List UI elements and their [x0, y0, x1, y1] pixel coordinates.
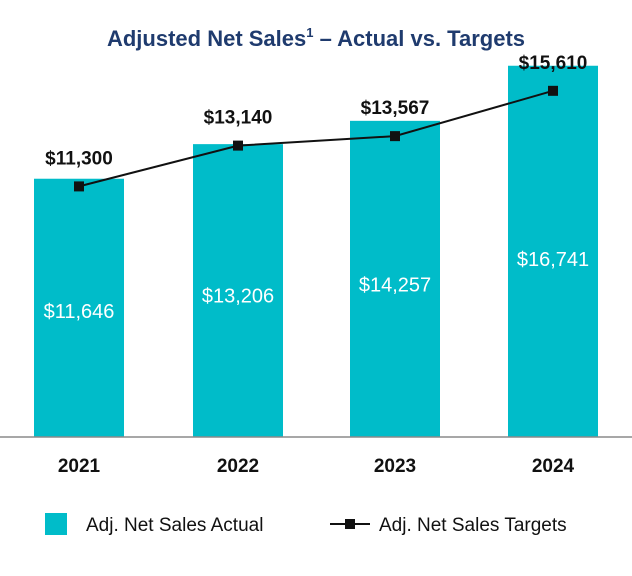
- x-tick-2021: 2021: [58, 456, 101, 477]
- legend-swatch-actual: [45, 513, 67, 535]
- legend-label-actual: Adj. Net Sales Actual: [86, 515, 263, 536]
- bar-label-2024: $16,741: [517, 249, 589, 271]
- target-marker-2021: [74, 181, 84, 192]
- chart-title-main: Adjusted Net Sales: [107, 26, 306, 51]
- target-label-2022: $13,140: [204, 108, 273, 129]
- x-tick-2022: 2022: [217, 456, 259, 477]
- bar-2024: [508, 65, 598, 437]
- legend: Adj. Net Sales Actual Adj. Net Sales Tar…: [45, 513, 567, 536]
- bar-labels-group: $11,646 $13,206 $14,257 $16,741: [44, 249, 590, 323]
- bar-label-2021: $11,646: [44, 301, 115, 323]
- target-label-2021: $11,300: [45, 148, 113, 169]
- legend-marker-target: [345, 519, 355, 529]
- target-marker-2023: [390, 131, 400, 142]
- target-labels-group: $11,300 $13,140 $13,567 $15,610: [45, 53, 587, 170]
- x-ticks-group: 2021 2022 2023 2024: [58, 456, 575, 477]
- x-tick-2024: 2024: [532, 456, 575, 477]
- target-line-group: [74, 85, 558, 192]
- target-marker-2024: [548, 85, 558, 96]
- target-marker-2022: [233, 140, 243, 151]
- target-line: [78, 89, 554, 188]
- chart-title-superscript: 1: [306, 25, 313, 40]
- bar-2022: [193, 144, 283, 438]
- bar-label-2022: $13,206: [202, 285, 274, 307]
- bars-group: [34, 65, 598, 438]
- bar-2023: [350, 120, 440, 438]
- bar-label-2023: $14,257: [359, 275, 431, 297]
- target-label-2024: $15,610: [519, 53, 588, 74]
- x-tick-2023: 2023: [374, 456, 416, 477]
- legend-label-target: Adj. Net Sales Targets: [379, 515, 567, 536]
- chart-title-suffix: – Actual vs. Targets: [313, 26, 525, 51]
- bar-2021: [34, 178, 124, 437]
- chart-title: Adjusted Net Sales1 – Actual vs. Targets: [107, 25, 525, 51]
- target-label-2023: $13,567: [361, 98, 430, 119]
